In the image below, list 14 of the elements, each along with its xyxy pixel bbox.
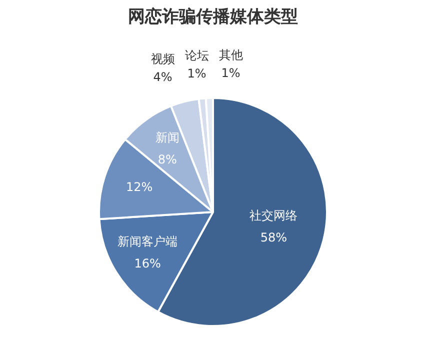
slice-label: 社交网络	[250, 208, 298, 223]
data-label: 1%	[187, 66, 206, 81]
data-label: 58%	[260, 230, 288, 245]
slice-label: 视频	[150, 52, 175, 66]
data-label: 12%	[126, 180, 153, 194]
data-label: 4%	[153, 70, 172, 84]
data-label: 8%	[158, 152, 177, 166]
slice-label: 其他	[218, 48, 243, 62]
slice-label: 论坛	[184, 48, 209, 63]
data-label: 16%	[134, 256, 161, 271]
slice-label: 新闻	[155, 130, 180, 144]
data-label: 1%	[221, 66, 240, 80]
chart-title: 网恋诈骗传播媒体类型	[127, 6, 299, 29]
slice-label: 新闻客户端	[118, 234, 178, 249]
